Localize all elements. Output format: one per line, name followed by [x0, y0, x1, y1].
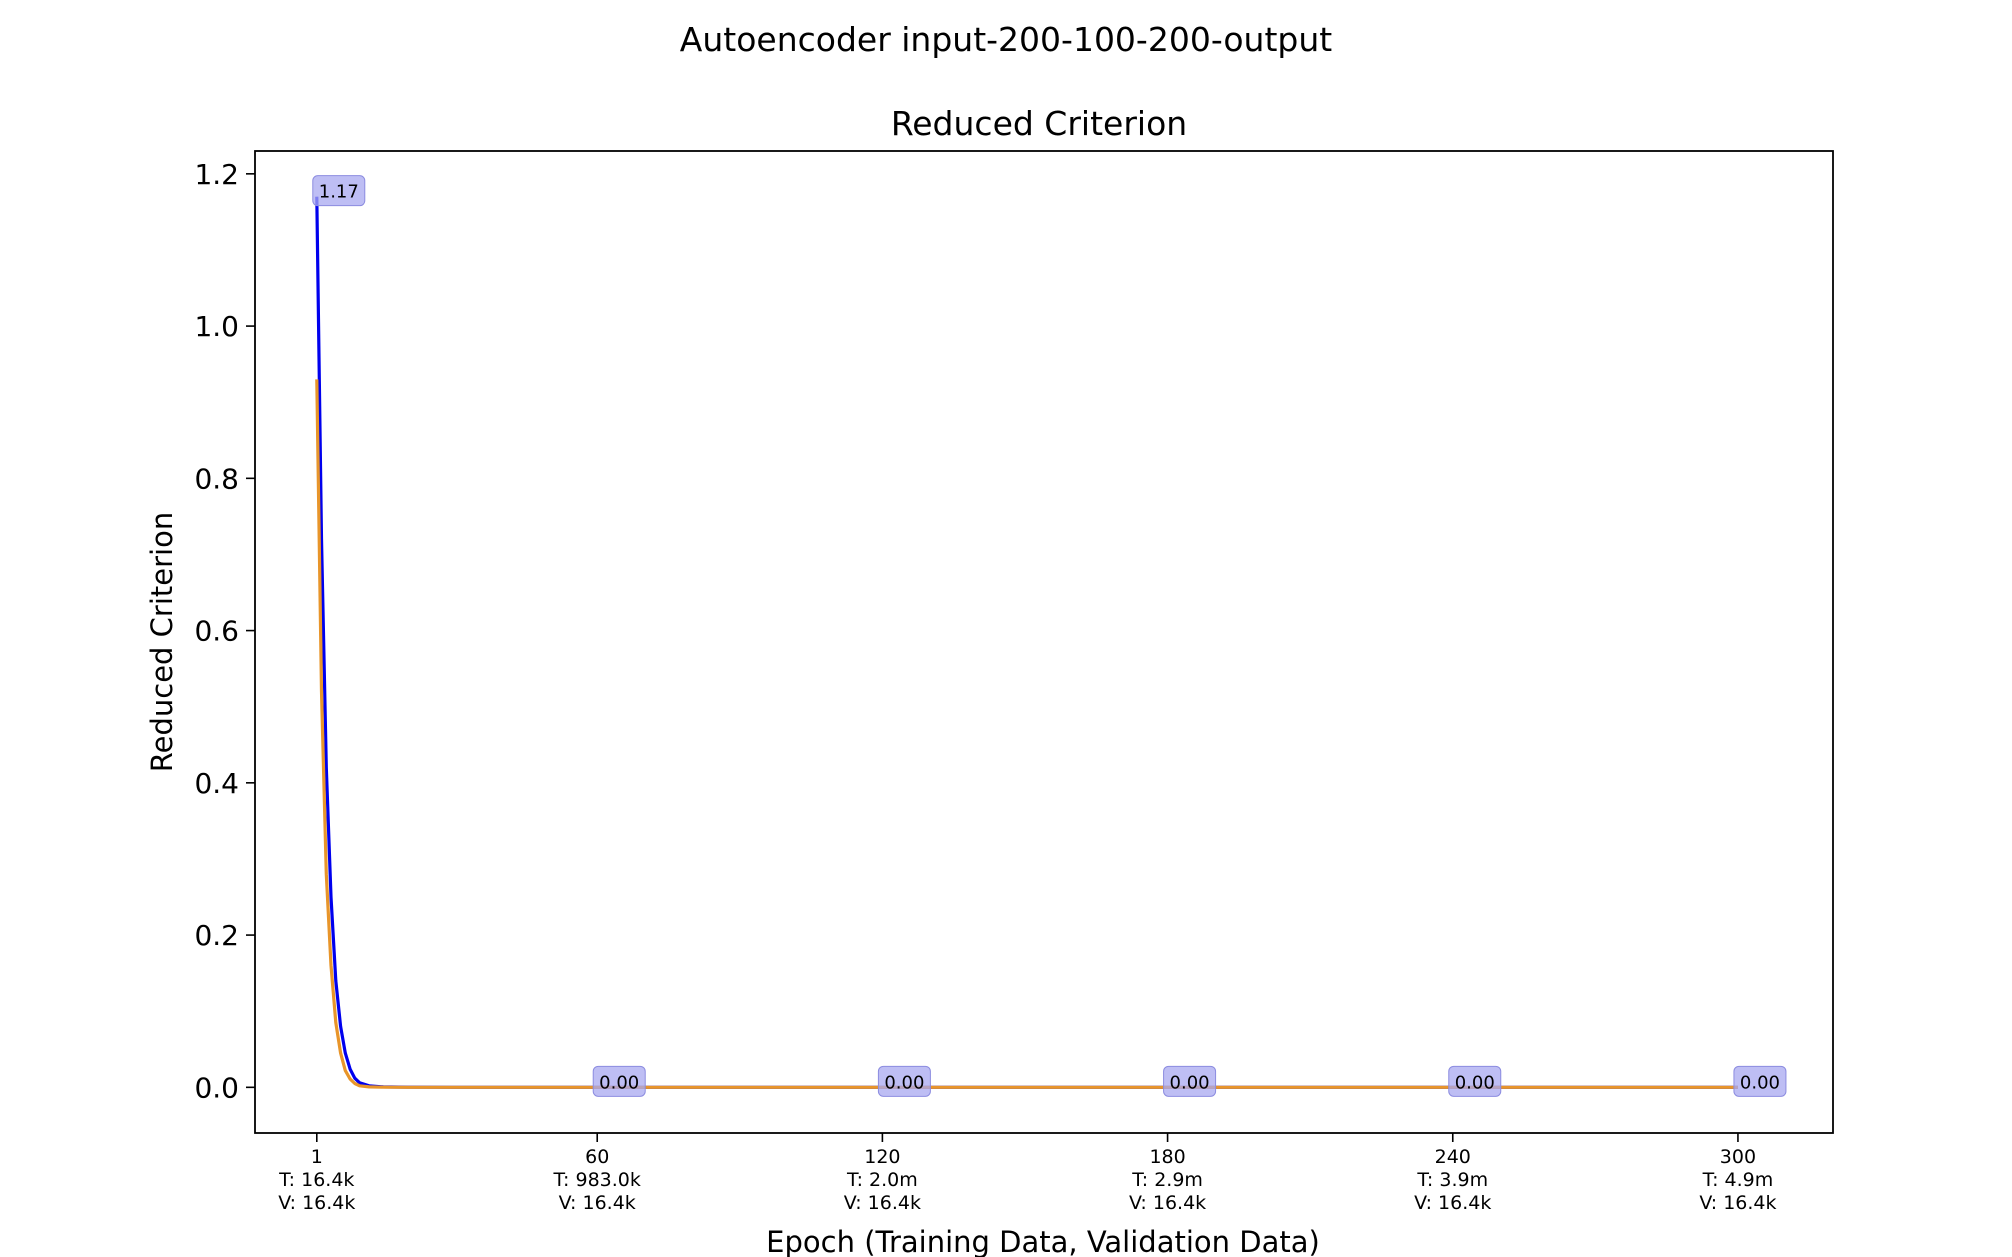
x-tick-label: V: 16.4k — [1129, 1192, 1206, 1214]
figure-suptitle: Autoencoder input-200-100-200-output — [680, 20, 1332, 59]
annotation-label: 0.00 — [884, 1072, 924, 1093]
x-tick-label: 120 — [864, 1146, 900, 1168]
x-tick-label: V: 16.4k — [844, 1192, 921, 1214]
chart-title: Reduced Criterion — [891, 104, 1187, 143]
x-axis-label: Epoch (Training Data, Validation Data) — [766, 1225, 1320, 1257]
annotation-box — [592, 1065, 646, 1097]
y-tick-label: 0.2 — [194, 919, 239, 952]
x-tick-label: 240 — [1435, 1146, 1471, 1168]
x-tick-label: 60 — [585, 1146, 609, 1168]
y-tick-label: 0.0 — [194, 1071, 239, 1104]
plot-area: 0.00.20.40.60.81.01.21T: 16.4kV: 16.4k60… — [194, 158, 1787, 1214]
x-tick-label: 180 — [1149, 1146, 1185, 1168]
x-tick-label: 1 — [311, 1146, 323, 1168]
x-tick-label: T: 16.4k — [278, 1169, 354, 1191]
annotation-box — [877, 1065, 931, 1097]
y-tick-label: 1.2 — [194, 158, 239, 191]
y-tick-label: 0.4 — [194, 767, 239, 800]
annotation-box — [1733, 1065, 1787, 1097]
y-tick-label: 0.6 — [194, 615, 239, 648]
x-tick-label: T: 4.9m — [1702, 1169, 1774, 1191]
x-tick-label: 300 — [1720, 1146, 1756, 1168]
annotation-box — [312, 175, 366, 207]
annotation-label: 0.00 — [1170, 1072, 1210, 1093]
x-tick-label: T: 3.9m — [1416, 1169, 1488, 1191]
x-tick-label: T: 983.0k — [553, 1169, 641, 1191]
y-tick-label: 0.8 — [194, 462, 239, 495]
annotation-box — [1448, 1065, 1502, 1097]
x-tick-label: T: 2.9m — [1131, 1169, 1203, 1191]
annotation-label: 0.00 — [599, 1072, 639, 1093]
x-tick-label: T: 2.0m — [846, 1169, 918, 1191]
axes-frame — [254, 150, 1834, 1134]
annotation-box — [1163, 1065, 1217, 1097]
y-tick-label: 1.0 — [194, 310, 239, 343]
x-tick-label: V: 16.4k — [559, 1192, 636, 1214]
annotation-label: 0.00 — [1455, 1072, 1495, 1093]
annotation-label: 1.17 — [319, 182, 359, 203]
x-tick-label: V: 16.4k — [1699, 1192, 1776, 1214]
annotation-label: 0.00 — [1740, 1072, 1780, 1093]
y-axis-label: Reduced Criterion — [145, 512, 179, 772]
x-tick-label: V: 16.4k — [278, 1192, 355, 1214]
x-tick-label: V: 16.4k — [1414, 1192, 1491, 1214]
